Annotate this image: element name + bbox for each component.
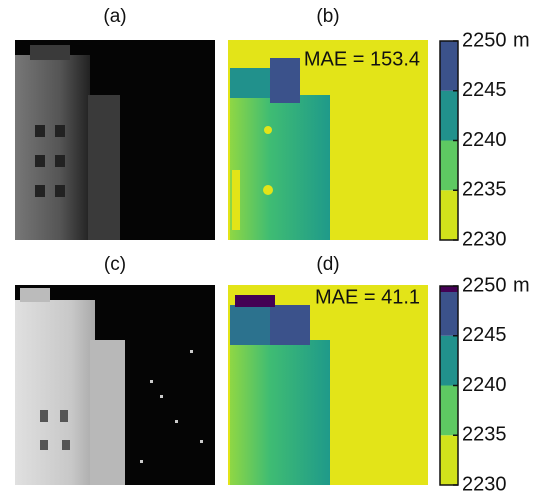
colorbar-tick-label: 2230	[462, 228, 507, 250]
annotation: MAE = 41.1	[315, 286, 420, 308]
colorbar-band	[440, 385, 458, 436]
colorbar-tick-label: 2250	[462, 274, 507, 296]
colorbar-tick-label: 2250	[462, 29, 507, 51]
colorbar-band	[440, 90, 458, 141]
colorbar-tick-label: 2240	[462, 374, 507, 396]
colorbar-band	[440, 140, 458, 191]
colorbar-band	[440, 286, 458, 292]
colorbar-tick-label: 2235	[462, 424, 507, 446]
panel-label: (d)	[316, 254, 339, 275]
image-c	[15, 285, 215, 485]
panel-label: (c)	[104, 254, 126, 275]
colorbar-tick-label: 2230	[462, 473, 507, 495]
colorbar-unit: m	[513, 274, 530, 296]
colorbar-unit: m	[513, 29, 530, 51]
colorbar-band	[440, 435, 458, 485]
annotation: MAE = 153.4	[304, 48, 420, 70]
colorbar-band	[440, 335, 458, 386]
colorbar-band	[440, 286, 458, 336]
colorbar-band	[440, 190, 458, 240]
image-a	[15, 40, 215, 240]
colorbar-tick-label: 2245	[462, 324, 507, 346]
colorbar-band	[440, 41, 458, 91]
image-b	[228, 40, 428, 240]
colorbar-tick-label: 2245	[462, 79, 507, 101]
panel-label: (a)	[103, 6, 126, 27]
colorbar-tick-label: 2240	[462, 129, 507, 151]
image-d	[228, 285, 428, 485]
panel-label: (b)	[316, 6, 339, 27]
colorbar-tick-label: 2235	[462, 179, 507, 201]
